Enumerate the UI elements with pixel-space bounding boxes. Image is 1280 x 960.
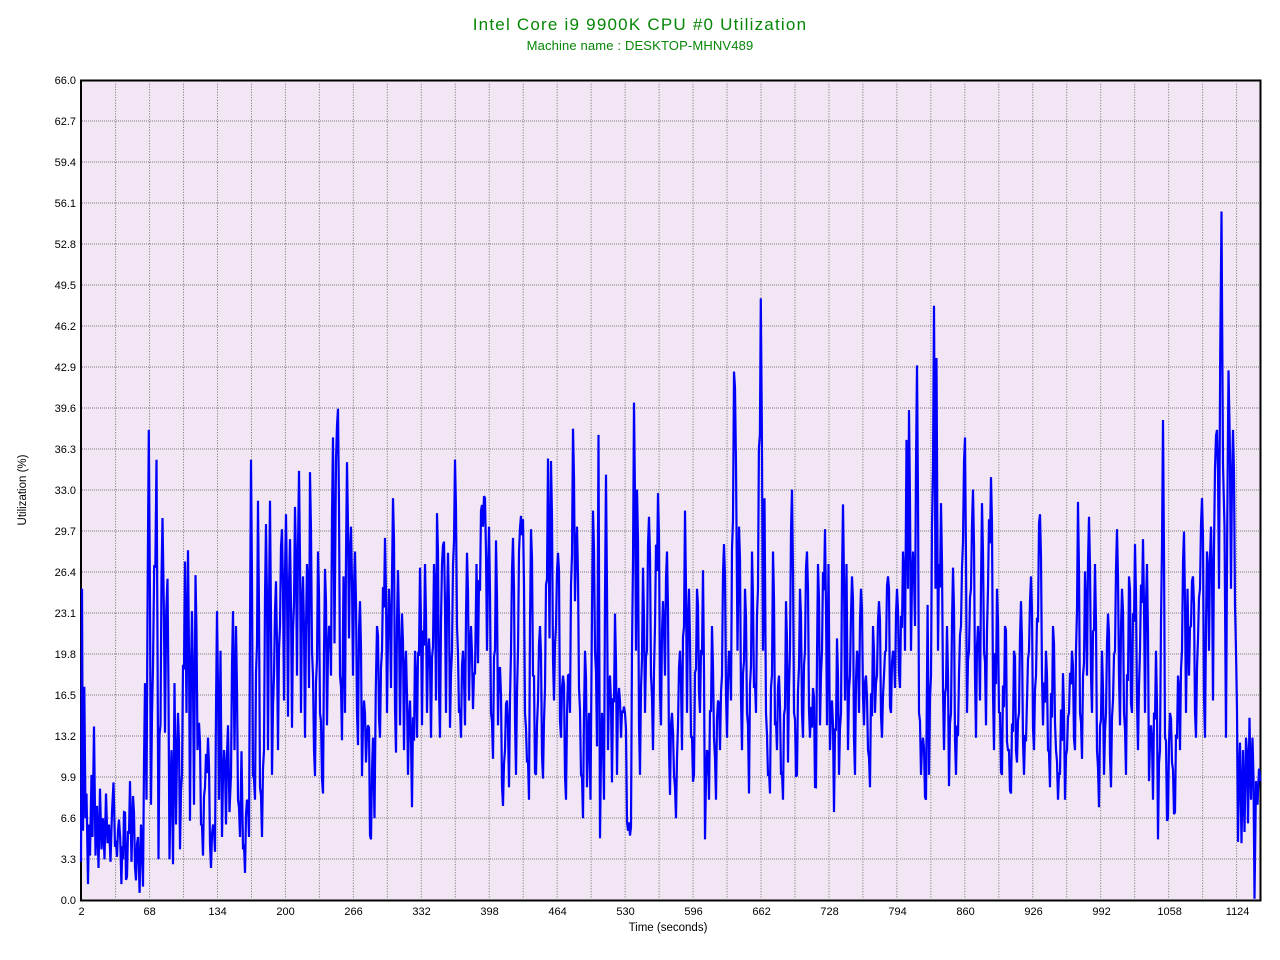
svg-text:6.6: 6.6 [61,813,76,825]
svg-text:52.8: 52.8 [55,239,76,251]
svg-text:56.1: 56.1 [55,198,76,210]
svg-text:23.1: 23.1 [55,608,76,620]
svg-text:36.3: 36.3 [55,444,76,456]
svg-text:Intel Core i9 9900K CPU #0 Uti: Intel Core i9 9900K CPU #0 Utilization [473,15,808,34]
svg-text:19.8: 19.8 [55,649,76,661]
svg-text:29.7: 29.7 [55,526,76,538]
svg-text:26.4: 26.4 [55,567,76,579]
svg-text:49.5: 49.5 [55,280,76,292]
svg-text:332: 332 [412,906,430,918]
svg-text:860: 860 [956,906,974,918]
svg-text:68: 68 [143,906,155,918]
svg-text:926: 926 [1024,906,1042,918]
svg-text:13.2: 13.2 [55,731,76,743]
svg-text:39.6: 39.6 [55,403,76,415]
svg-text:2: 2 [79,906,85,918]
svg-text:59.4: 59.4 [55,157,76,169]
svg-text:728: 728 [820,906,838,918]
svg-text:1124: 1124 [1226,906,1250,918]
svg-text:398: 398 [480,906,498,918]
svg-text:62.7: 62.7 [55,116,76,128]
svg-text:42.9: 42.9 [55,362,76,374]
svg-text:464: 464 [548,906,566,918]
svg-text:33.0: 33.0 [55,485,76,497]
svg-text:9.9: 9.9 [61,772,76,784]
svg-text:266: 266 [344,906,362,918]
svg-text:66.0: 66.0 [55,75,76,87]
svg-text:Machine name : DESKTOP-MHNV489: Machine name : DESKTOP-MHNV489 [527,38,754,53]
svg-text:992: 992 [1092,906,1110,918]
svg-text:3.3: 3.3 [61,854,76,866]
svg-text:596: 596 [684,906,702,918]
svg-text:Time (seconds): Time (seconds) [629,922,708,934]
svg-text:530: 530 [616,906,634,918]
svg-text:1058: 1058 [1157,906,1181,918]
svg-text:662: 662 [752,906,770,918]
svg-text:Utilization (%): Utilization (%) [17,454,29,525]
svg-text:200: 200 [276,906,294,918]
svg-text:134: 134 [208,906,226,918]
svg-text:0.0: 0.0 [61,895,76,907]
svg-text:46.2: 46.2 [55,321,76,333]
svg-text:16.5: 16.5 [55,690,76,702]
svg-text:794: 794 [888,906,906,918]
